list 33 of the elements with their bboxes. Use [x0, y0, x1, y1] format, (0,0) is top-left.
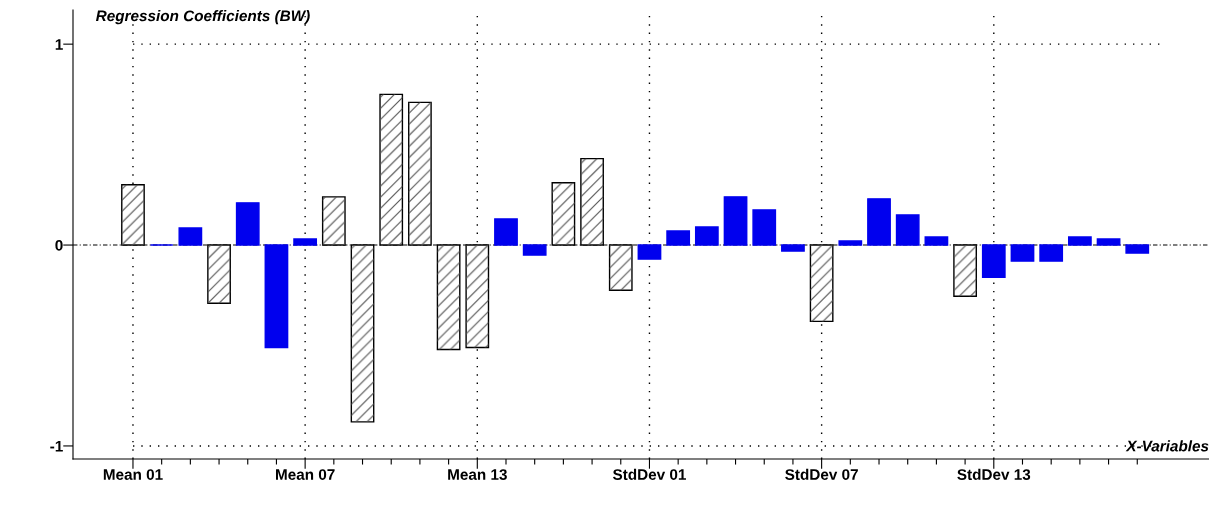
bar — [924, 236, 949, 246]
x-tick-label: StdDev 07 — [785, 468, 858, 480]
bar — [694, 226, 719, 246]
bar — [1067, 236, 1092, 246]
bar — [235, 202, 260, 246]
bar — [522, 244, 547, 256]
y-tick-label: 1 — [55, 39, 63, 50]
bar — [1010, 244, 1035, 262]
x-tick-label: Mean 07 — [276, 469, 335, 480]
bar — [494, 218, 518, 246]
bar — [637, 244, 662, 260]
bar — [895, 214, 920, 246]
bar — [981, 244, 1006, 278]
bar — [666, 230, 691, 246]
bar — [723, 196, 748, 246]
bar — [752, 209, 777, 246]
bar — [293, 238, 318, 246]
chart-title: Regression Coefficients (BW) — [95, 10, 310, 25]
x-tick-label: StdDev 13 — [957, 468, 1031, 480]
bar — [1125, 244, 1150, 254]
x-tick-label: Mean 13 — [448, 469, 507, 480]
bar — [1039, 244, 1064, 262]
x-tick-label: Mean 01 — [103, 469, 163, 480]
bar — [264, 244, 289, 349]
bar — [178, 227, 203, 246]
y-tick-label: -1 — [50, 440, 63, 452]
x-axis-title: X-Variables — [1125, 440, 1209, 452]
bar — [781, 244, 805, 252]
y-tick-label: 0 — [55, 239, 63, 251]
x-tick-label: StdDev 01 — [612, 468, 686, 480]
bar — [1096, 238, 1121, 246]
bar — [867, 198, 891, 246]
bar — [838, 240, 863, 246]
